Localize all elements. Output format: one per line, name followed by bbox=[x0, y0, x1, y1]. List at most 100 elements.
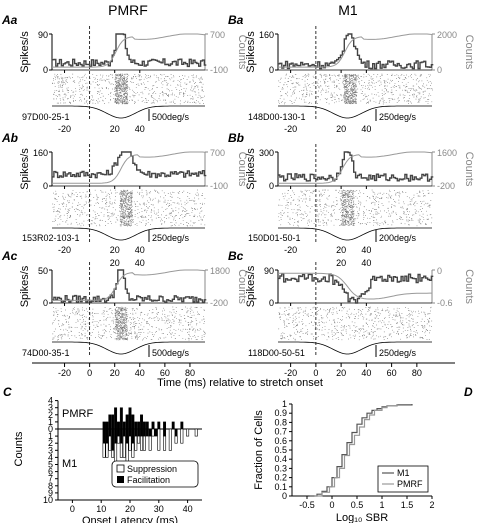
c-ytick-top: 2 bbox=[48, 410, 53, 420]
time-axis-tick: 60 bbox=[160, 368, 170, 378]
d-xtick: 0 bbox=[329, 500, 334, 510]
c-bar-m1-suppression bbox=[186, 428, 190, 437]
d-legend-box bbox=[377, 465, 429, 493]
y-bottom-tick: 0 bbox=[43, 181, 48, 191]
c-bar-pmrf-facilitation bbox=[142, 421, 146, 430]
c-bar-m1-facilitation bbox=[119, 428, 123, 444]
panel-d-cumulative: 00.10.20.30.40.50.60.70.80.91-0.5 0 0.5 1 1.… bbox=[253, 399, 435, 523]
c-bar-pmrf-facilitation bbox=[140, 414, 143, 430]
psth-histogram bbox=[278, 273, 434, 304]
c-ytick-bottom: 7 bbox=[48, 474, 53, 484]
spike-raster bbox=[278, 306, 433, 341]
time-tick-label: 40 bbox=[135, 124, 145, 134]
cumulative-counts-curve bbox=[52, 269, 206, 301]
cell-id: 153R02-103-1 bbox=[22, 233, 80, 243]
spike-raster bbox=[52, 73, 205, 105]
psth-histogram bbox=[278, 33, 434, 70]
c-group-m1: M1 bbox=[62, 458, 77, 470]
c-bar-m1-facilitation bbox=[134, 428, 138, 437]
time-panels: Aa 90 0 Spikes/s 700 -100 Counts 97D00-25-1 500d… bbox=[1, 13, 475, 358]
c-legend-box bbox=[111, 460, 199, 488]
velocity-scale: 500deg/s bbox=[152, 112, 190, 122]
c-bar-pmrf-facilitation bbox=[171, 421, 175, 430]
y-bottom-tick: 0 bbox=[269, 298, 274, 308]
c-ytick-top: 1 bbox=[48, 417, 53, 427]
d-xlabel: Log₁₀ SBR bbox=[336, 512, 388, 523]
time-tick-label: 20 bbox=[110, 245, 120, 255]
c-bar-m1-facilitation bbox=[154, 428, 158, 437]
c-bar-pmrf-facilitation bbox=[137, 421, 141, 430]
time-axis-tick: 80 bbox=[412, 368, 422, 378]
panel-label: Ab bbox=[1, 131, 18, 145]
cumulative-counts-curve bbox=[278, 272, 432, 300]
c-bar-pmrf-facilitation bbox=[102, 421, 106, 430]
counts-top-tick: 0 bbox=[437, 266, 442, 276]
c-ytick-bottom: 3 bbox=[48, 445, 53, 455]
y-top-tick: 90 bbox=[38, 30, 48, 40]
c-bar-m1-facilitation bbox=[122, 428, 126, 437]
panel-label-c: C bbox=[3, 385, 12, 399]
c-bar-m1-suppression bbox=[137, 435, 141, 444]
panel-Ba: Ba 160 0 Spikes/s 2000 0 Counts 148D00-130-1 250… bbox=[228, 13, 475, 134]
counts-top-tick: 700 bbox=[210, 148, 225, 158]
time-axis-label: Time (ms) relative to stretch onset bbox=[157, 377, 323, 389]
d-ytick: 0.4 bbox=[274, 454, 287, 464]
velocity-scale: 250deg/s bbox=[379, 348, 417, 358]
time-tick-label: 40 bbox=[361, 245, 371, 255]
time-axis-tick: 40 bbox=[361, 368, 371, 378]
cumulative-counts-curve bbox=[278, 33, 433, 68]
time-tick-label: -20 bbox=[284, 245, 297, 255]
c-group-pmrf: PMRF bbox=[62, 408, 93, 420]
c-bar-m1-facilitation bbox=[148, 428, 152, 437]
c-bar-pmrf-facilitation bbox=[131, 414, 135, 430]
counts-bottom-tick: -0.6 bbox=[437, 298, 453, 308]
d-ytick: 0.5 bbox=[274, 445, 287, 455]
time-axis-tick: -20 bbox=[284, 368, 297, 378]
spike-raster bbox=[52, 306, 206, 341]
y-bottom-tick: 0 bbox=[269, 65, 274, 75]
counts-axis-label: Counts bbox=[236, 152, 248, 187]
c-ytick-bottom: 1 bbox=[48, 431, 53, 441]
c-ytick-top: 0 bbox=[48, 424, 53, 434]
c-bar-m1-suppression bbox=[142, 435, 146, 451]
c-bar-pmrf-facilitation bbox=[151, 421, 155, 430]
c-bar-m1-facilitation bbox=[114, 428, 118, 444]
counts-bottom-tick: -200 bbox=[210, 298, 228, 308]
c-xtick: 20 bbox=[125, 504, 135, 514]
c-bar-pmrf-facilitation bbox=[163, 421, 167, 430]
c-bar-m1-suppression bbox=[194, 428, 198, 437]
c-xlabel: Onset Latency (ms) bbox=[82, 515, 178, 523]
y-top-tick: 300 bbox=[259, 148, 274, 158]
c-bar-pmrf-facilitation bbox=[119, 407, 123, 430]
c-bar-m1-suppression bbox=[148, 435, 152, 451]
column-title-pmrf: PMRF bbox=[108, 2, 148, 18]
counts-bottom-tick: -100 bbox=[210, 65, 228, 75]
stretch-velocity-trace bbox=[52, 105, 205, 119]
stretch-velocity-trace bbox=[278, 227, 432, 241]
spike-raster bbox=[52, 189, 206, 227]
y-top-tick: 50 bbox=[38, 266, 48, 276]
cell-id: 74D00-35-1 bbox=[22, 348, 70, 358]
time-tick-label: 40 bbox=[135, 245, 145, 255]
c-bar-m1-suppression bbox=[174, 435, 178, 444]
time-axis-tick: 20 bbox=[336, 368, 346, 378]
d-ytick: 1 bbox=[282, 399, 287, 409]
c-xtick: 30 bbox=[154, 504, 164, 514]
c-xtick: 0 bbox=[70, 504, 75, 514]
d-ytick: 0.7 bbox=[274, 427, 287, 437]
time-axis-tick: 40 bbox=[135, 368, 145, 378]
d-xtick: 1.5 bbox=[401, 500, 414, 510]
counts-bottom-tick: -200 bbox=[437, 181, 455, 191]
panel-Ac: Ac 50 0 Spikes/s 1800 -200 Counts 74D00-35-1 500… bbox=[1, 249, 248, 358]
c-bar-m1-suppression bbox=[140, 435, 144, 451]
y-top-tick: 90 bbox=[264, 266, 274, 276]
c-bar-m1-suppression bbox=[163, 435, 167, 451]
psth-histogram bbox=[278, 151, 434, 182]
c-bar-m1-suppression bbox=[168, 428, 172, 451]
c-bar-pmrf-facilitation bbox=[108, 414, 112, 430]
d-legend-pmrf: PMRF bbox=[397, 479, 423, 489]
cell-id: 118D00-50-51 bbox=[248, 348, 305, 358]
time-tick-label: 20 bbox=[110, 258, 120, 268]
time-axis-tick: 60 bbox=[387, 368, 397, 378]
panel-label: Aa bbox=[1, 13, 18, 27]
